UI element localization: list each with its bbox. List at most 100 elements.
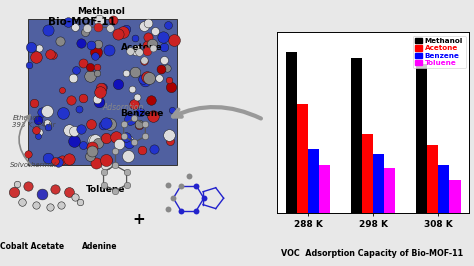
Point bbox=[49, 53, 56, 57]
Point bbox=[111, 149, 119, 153]
Point bbox=[185, 173, 192, 178]
Text: Benzene: Benzene bbox=[120, 109, 163, 118]
Point bbox=[70, 129, 78, 133]
Point bbox=[131, 116, 138, 120]
Text: Toluene: Toluene bbox=[86, 185, 125, 194]
Point bbox=[160, 35, 167, 39]
Point bbox=[177, 183, 185, 188]
Point bbox=[79, 143, 86, 147]
Point bbox=[46, 205, 54, 210]
Text: Acetone: Acetone bbox=[120, 43, 162, 52]
Point bbox=[115, 142, 122, 146]
Point bbox=[83, 26, 91, 30]
Point bbox=[65, 157, 73, 161]
Point bbox=[34, 118, 42, 122]
Point bbox=[79, 96, 87, 100]
Bar bbox=[319, 165, 330, 213]
Point bbox=[142, 134, 149, 139]
Point bbox=[91, 54, 99, 58]
Point bbox=[124, 153, 132, 158]
Point bbox=[106, 122, 114, 126]
Point bbox=[164, 183, 172, 187]
Point bbox=[95, 42, 102, 46]
Point bbox=[143, 48, 151, 53]
Point bbox=[58, 88, 66, 92]
Point bbox=[138, 147, 146, 152]
Point bbox=[111, 163, 119, 168]
Point bbox=[95, 18, 103, 22]
Point bbox=[67, 98, 75, 102]
Y-axis label: Saturated Adsorption Capacity (mmol/g): Saturated Adsorption Capacity (mmol/g) bbox=[250, 39, 256, 205]
Point bbox=[123, 182, 130, 187]
Point bbox=[177, 209, 185, 213]
Point bbox=[192, 209, 200, 213]
Point bbox=[93, 50, 100, 54]
Point bbox=[100, 182, 107, 187]
Point bbox=[141, 79, 148, 83]
Point bbox=[99, 85, 107, 89]
Bar bbox=[286, 52, 297, 213]
Point bbox=[102, 121, 110, 125]
Point bbox=[88, 145, 95, 149]
Bar bbox=[373, 154, 384, 213]
Point bbox=[86, 74, 93, 78]
Point bbox=[122, 27, 130, 31]
Point bbox=[95, 24, 102, 29]
Point bbox=[34, 134, 41, 138]
Point bbox=[32, 203, 40, 207]
Point bbox=[111, 189, 119, 193]
Point bbox=[32, 55, 39, 59]
Point bbox=[105, 158, 112, 162]
Point bbox=[102, 158, 110, 163]
Point bbox=[120, 122, 128, 127]
Point bbox=[146, 76, 153, 80]
Point bbox=[165, 78, 173, 82]
Point bbox=[87, 43, 94, 48]
Point bbox=[86, 154, 94, 158]
Point bbox=[65, 127, 73, 132]
Point bbox=[139, 76, 146, 81]
Point bbox=[130, 102, 138, 106]
Point bbox=[144, 20, 151, 25]
Bar bbox=[384, 168, 395, 213]
Point bbox=[137, 110, 144, 114]
Point bbox=[151, 28, 159, 33]
Point bbox=[140, 58, 148, 62]
Point bbox=[165, 133, 173, 137]
Point bbox=[59, 111, 67, 115]
Point bbox=[45, 28, 52, 32]
Point bbox=[35, 46, 42, 51]
Point bbox=[119, 30, 127, 34]
Point bbox=[58, 157, 66, 162]
Point bbox=[106, 26, 113, 30]
Point bbox=[44, 156, 52, 160]
Bar bbox=[362, 134, 374, 213]
Point bbox=[30, 101, 37, 105]
Point bbox=[123, 170, 130, 174]
Point bbox=[167, 85, 174, 89]
Point bbox=[64, 20, 72, 24]
Point bbox=[52, 187, 59, 191]
Point bbox=[38, 110, 46, 114]
Point bbox=[32, 127, 40, 132]
Point bbox=[38, 192, 46, 196]
Point bbox=[131, 70, 139, 74]
Point bbox=[113, 135, 120, 139]
Point bbox=[170, 38, 178, 42]
Point bbox=[43, 120, 51, 125]
Point bbox=[132, 48, 140, 53]
Text: Bio-MOF-11: Bio-MOF-11 bbox=[48, 17, 116, 27]
Point bbox=[92, 161, 100, 165]
Point bbox=[102, 136, 110, 140]
Point bbox=[93, 71, 101, 75]
Point bbox=[128, 86, 136, 91]
Text: Cobalt Acetate: Cobalt Acetate bbox=[0, 242, 64, 251]
Legend: Methanol, Acetone, Benzene, Toluene: Methanol, Acetone, Benzene, Toluene bbox=[413, 36, 465, 68]
Point bbox=[170, 196, 177, 200]
Point bbox=[77, 200, 84, 204]
Bar bbox=[351, 58, 362, 213]
Point bbox=[27, 45, 35, 49]
Point bbox=[98, 86, 105, 90]
Point bbox=[164, 23, 172, 27]
Point bbox=[135, 123, 143, 127]
